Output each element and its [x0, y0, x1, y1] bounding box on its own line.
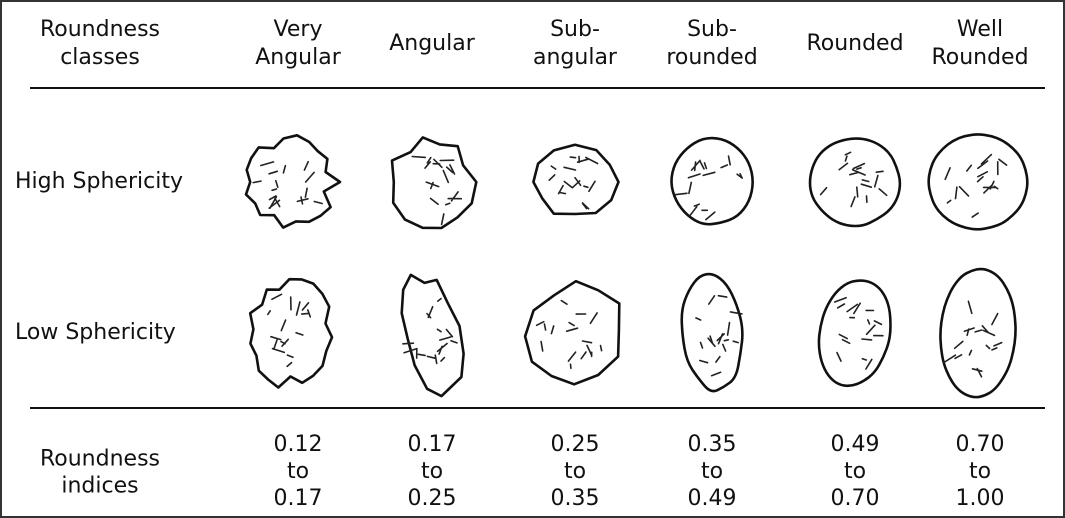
class-label: Angular [389, 31, 475, 56]
range-label: to [421, 459, 443, 484]
range-label: 0.49 [831, 432, 880, 457]
range-label: 0.25 [408, 486, 457, 511]
class-label: Well [957, 17, 1003, 42]
class-label: Rounded [806, 31, 903, 56]
range-label: 0.25 [551, 432, 600, 457]
row-label: High Sphericity [15, 169, 183, 194]
class-label: Sub- [550, 17, 600, 42]
range-label: 0.12 [274, 432, 323, 457]
range-label: to [701, 459, 723, 484]
class-label: angular [533, 45, 618, 70]
row-label: Low Sphericity [15, 320, 176, 345]
range-label: to [564, 459, 586, 484]
footer-label: Roundness [40, 447, 160, 472]
range-label: to [969, 459, 991, 484]
range-label: 0.70 [831, 486, 880, 511]
range-label: 0.17 [274, 486, 323, 511]
range-label: 0.70 [956, 432, 1005, 457]
range-label: 0.17 [408, 432, 457, 457]
roundness-chart: Roundness classes Very Angular Angular Sub-an… [0, 0, 1065, 518]
footer-label: indices [61, 474, 138, 499]
class-label: Angular [255, 45, 341, 70]
header-label: Roundness [40, 17, 160, 42]
range-label: 1.00 [956, 486, 1005, 511]
class-label: rounded [666, 45, 757, 70]
range-label: 0.49 [688, 486, 737, 511]
class-label: Rounded [931, 45, 1028, 70]
range-label: 0.35 [551, 486, 600, 511]
class-label: Very [274, 17, 323, 42]
range-label: to [844, 459, 866, 484]
class-label: Sub- [687, 17, 737, 42]
range-label: to [287, 459, 309, 484]
frame [1, 1, 1064, 517]
range-label: 0.35 [688, 432, 737, 457]
header-label: classes [60, 45, 140, 70]
